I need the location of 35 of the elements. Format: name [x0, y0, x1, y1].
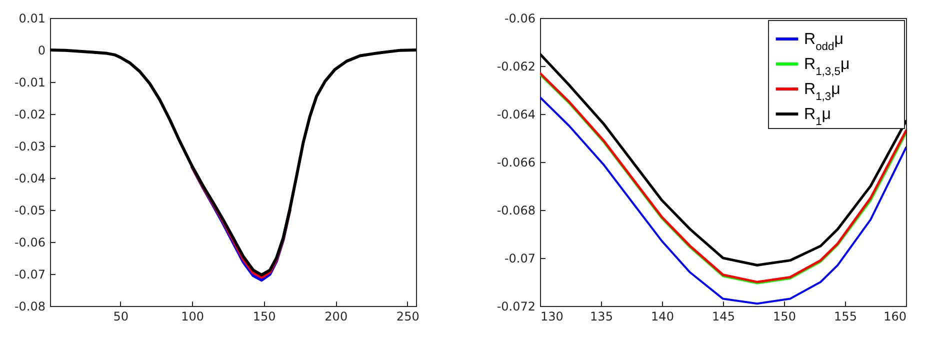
- x-tick-label: 160: [884, 310, 906, 324]
- y-tick-label: -0.05: [14, 204, 46, 218]
- x-tick-label: 100: [181, 310, 204, 324]
- x-tick-label: 140: [651, 310, 674, 324]
- legend-label: R$_{odd}$μ: [804, 31, 844, 53]
- y-tick-label: -0.066: [496, 156, 536, 170]
- x-tick-label: 135: [590, 310, 613, 324]
- line-series: [540, 52, 906, 266]
- y-tick-label: -0.06: [504, 12, 536, 26]
- y-tick-label: -0.07: [504, 252, 536, 266]
- x-tick-label: 150: [773, 310, 796, 324]
- y-tick-label: -0.064: [496, 108, 536, 122]
- y-tick-label: -0.068: [496, 204, 536, 218]
- y-tick-label: -0.01: [14, 76, 46, 90]
- legend-label: R$_{1,3,5}$μ: [804, 56, 850, 78]
- x-tick-label: 145: [712, 310, 735, 324]
- y-tick-label: -0.06: [14, 236, 46, 250]
- x-tick-label: 155: [834, 310, 857, 324]
- x-tick-label: 50: [113, 310, 128, 324]
- y-tick-label: -0.072: [496, 300, 536, 314]
- y-tick-label: -0.08: [14, 300, 46, 314]
- x-tick-label: 250: [396, 310, 420, 324]
- line-series: [50, 48, 416, 276]
- x-tick-label: 200: [324, 310, 348, 324]
- x-tick-label: 130: [540, 310, 564, 324]
- y-tick-label: 0: [38, 44, 46, 58]
- y-tick-label: -0.04: [14, 172, 46, 186]
- legend-label: R$_{1}$μ: [804, 106, 832, 128]
- y-tick-label: -0.03: [14, 140, 46, 154]
- y-tick-label: -0.062: [496, 60, 536, 74]
- y-tick-label: -0.02: [14, 108, 46, 122]
- y-tick-label: 0.01: [18, 12, 46, 26]
- legend-label: R$_{1,3}$μ: [804, 81, 840, 103]
- y-tick-label: -0.07: [14, 268, 46, 282]
- x-tick-label: 150: [252, 310, 276, 324]
